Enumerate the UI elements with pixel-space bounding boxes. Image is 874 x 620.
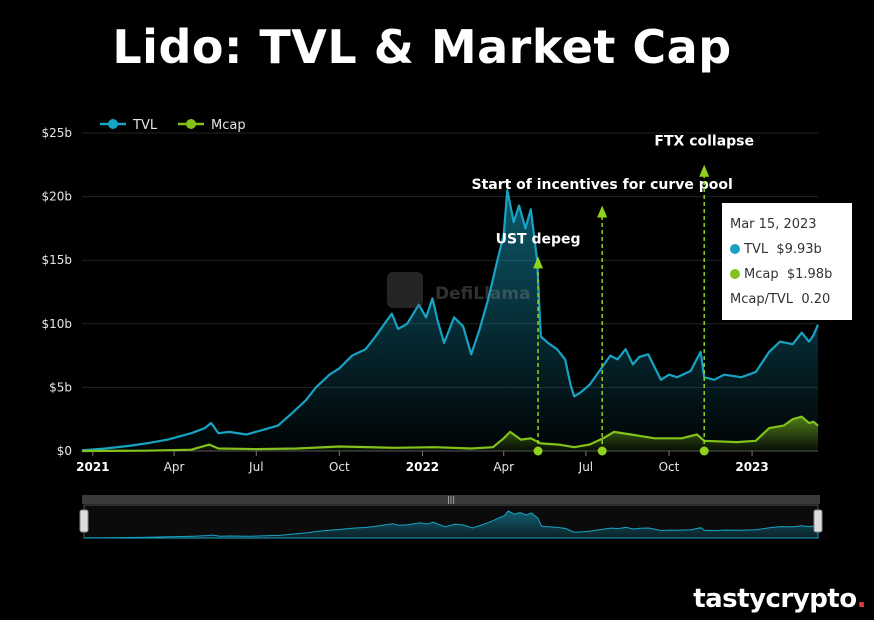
tooltip-ratio-value: 0.20 [801,292,831,307]
legend-item-tvl[interactable]: TVL [100,118,158,133]
annotation-marker[interactable] [597,446,607,456]
mcap-area [82,416,818,451]
tooltip-ratio-name: Mcap/TVL [730,292,794,307]
x-tick-label: 2023 [735,460,768,474]
x-tick-label: Jul [248,460,263,474]
brand-logo: tastycrypto. [693,584,866,614]
y-tick-label: $15b [41,253,72,267]
y-tick-label: $0 [57,444,72,458]
brush-left-handle[interactable] [79,509,89,533]
tooltip-row-tvl: TVL $9.93b [730,237,844,262]
y-axis: $0 $5b $10b $15b $20b $25b [41,126,72,458]
y-tick-label: $20b [41,190,72,204]
tooltip-tvl-name: TVL [744,242,769,257]
page-title: Lido: TVL & Market Cap [112,20,732,74]
legend[interactable]: TVL Mcap [100,118,246,133]
tvl-area [82,190,818,451]
x-tick-label: Oct [659,460,680,474]
legend-dot-icon [108,119,118,129]
annotation-label: Start of incentives for curve pool [471,177,732,193]
brush-top-handle[interactable] [82,495,820,504]
tooltip-mcap-value: $1.98b [786,267,833,282]
x-tick-label: Jul [578,460,593,474]
arrow-up-icon [699,164,710,177]
x-tick-label: Oct [329,460,350,474]
brush-preview-area [83,510,819,539]
brand-text: tastycrypto [693,584,857,614]
tooltip-tvl-value: $9.93b [776,242,822,257]
x-tick-label: 2022 [406,460,439,474]
tooltip: Mar 15, 2023 TVL $9.93b Mcap $1.98b Mcap… [722,203,852,320]
tvl-dot-icon [730,244,740,254]
brand-dot: . [856,584,867,614]
grip-icon: ||| [447,495,455,504]
annotation-label: UST depeg [496,232,581,248]
arrow-up-icon [597,205,608,218]
y-tick-label: $25b [41,126,72,140]
legend-label: TVL [132,118,158,133]
series-layer [81,189,820,453]
tooltip-date: Mar 15, 2023 [730,217,817,232]
annotations: UST depeg Start of incentives for curve p… [471,134,754,456]
x-tick-label: Apr [493,460,514,474]
mcap-line [81,415,819,453]
tooltip-row-mcap: Mcap $1.98b [730,262,844,287]
legend-dot-icon [186,119,196,129]
annotation-marker[interactable] [533,446,543,456]
watermark-text: DefiLlama [435,284,531,304]
annotation-label: FTX collapse [654,134,754,150]
tooltip-mcap-name: Mcap [744,267,779,282]
watermark-logo-icon [387,272,423,308]
tvl-line [81,189,820,452]
y-tick-label: $5b [49,380,72,394]
arrow-up-icon [533,256,544,269]
mcap-dot-icon [730,269,740,279]
x-tick-label: 2021 [76,460,109,474]
legend-label: Mcap [211,118,246,133]
range-brush[interactable]: ||| [79,495,823,539]
y-tick-label: $10b [41,317,72,331]
brush-right-handle[interactable] [813,509,823,533]
x-tick-label: Apr [164,460,185,474]
watermark-logo: DefiLlama [387,272,531,308]
legend-item-mcap[interactable]: Mcap [178,118,246,133]
tooltip-row-ratio: Mcap/TVL 0.20 [730,287,844,312]
x-axis: 2021 Apr Jul Oct 2022 Apr Jul Oct 2023 [76,451,769,474]
annotation-marker[interactable] [699,446,709,456]
